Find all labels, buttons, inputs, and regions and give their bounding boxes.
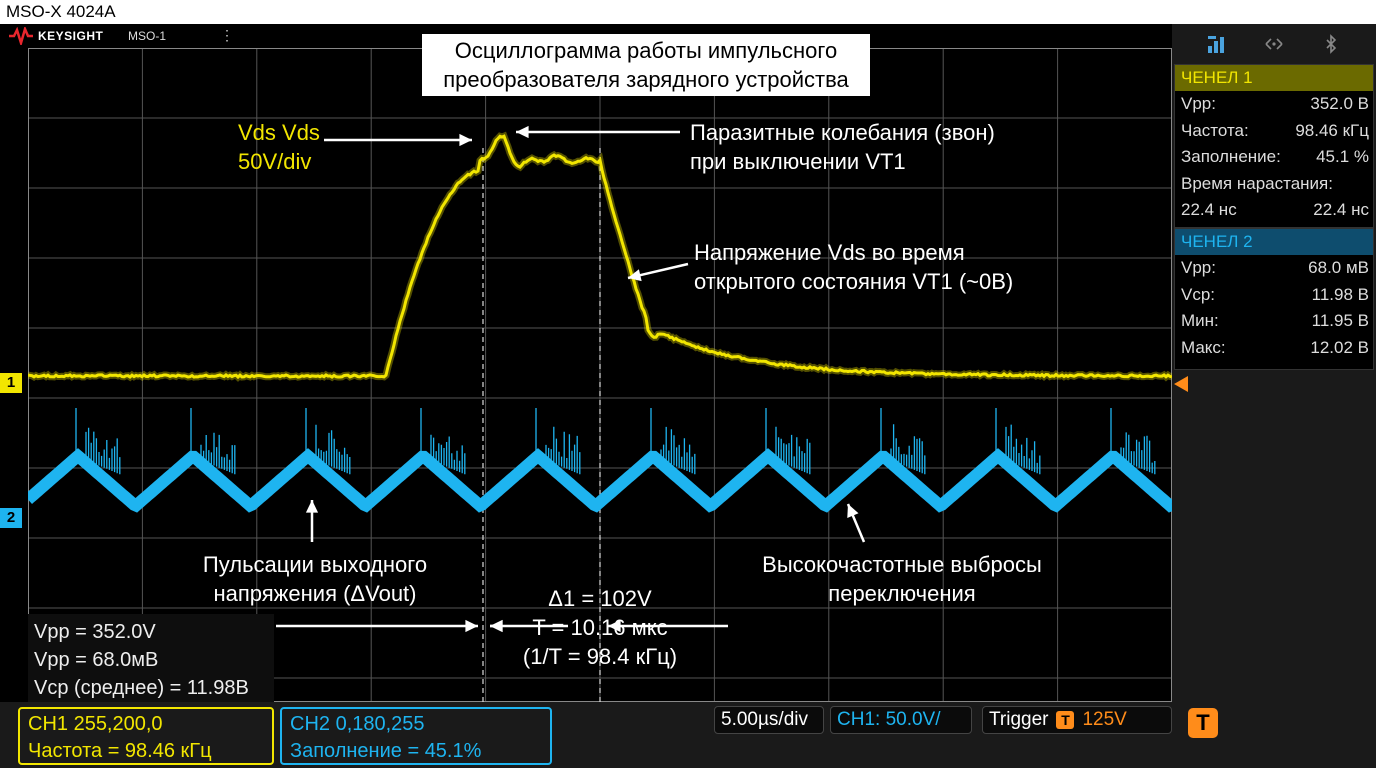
meas-vpp-ch2: Vpp = 68.0мВ: [34, 646, 268, 674]
ripple-line2: напряжения (ΔVout): [192, 579, 438, 608]
ripple-arrow-head: [306, 500, 318, 513]
row-label: Мин:: [1181, 308, 1219, 335]
scope-title-line1: Осциллограмма работы импульсного: [422, 36, 870, 65]
trigger-control[interactable]: Trigger T 125V: [982, 706, 1172, 734]
row-value: 45.1 %: [1316, 144, 1369, 171]
ch2-row: Макс: 12.02 В: [1175, 335, 1373, 362]
ch2-panel-title[interactable]: ЧЕНЕЛ 2: [1175, 229, 1373, 255]
row-label: Макс:: [1181, 335, 1226, 362]
cursor-left-arrow-head: [465, 620, 478, 632]
ch1-ground-marker[interactable]: 1: [0, 373, 22, 393]
ch1-row: Заполнение: 45.1 %: [1175, 144, 1373, 171]
row-value: 68.0 мВ: [1308, 255, 1369, 282]
ch1-info-line1: CH1 255,200,0: [28, 711, 264, 738]
measurements-icon[interactable]: [1207, 34, 1229, 54]
sidebar-icons: [1172, 24, 1376, 64]
meas-vpp-ch1: Vpp = 352.0V: [34, 618, 268, 646]
row-label: Vpp:: [1181, 255, 1216, 282]
trigger-level: 125V: [1082, 709, 1126, 730]
spikes-annotation: Высокочастотные выбросы переключения: [748, 550, 1056, 608]
ch1-row: Vpp: 352.0 В: [1175, 91, 1373, 118]
row-value: 11.98 В: [1312, 282, 1369, 309]
on-state-line2: открытого состояния VT1 (~0В): [694, 267, 1013, 296]
ch1-label-line1: Vds Vds: [238, 118, 320, 147]
cursor-frequency: (1/T = 98.4 кГц): [500, 642, 700, 671]
ch1-scale-control[interactable]: CH1: 50.0V/: [830, 706, 972, 734]
ch1-label: Vds Vds 50V/div: [238, 118, 320, 176]
scope-title: Осциллограмма работы импульсного преобра…: [422, 34, 870, 96]
row-value: 12.02 В: [1310, 335, 1369, 362]
ch1-rise-label-row: Время нарастания:: [1175, 171, 1373, 198]
ch1-label-arrow-head: [459, 134, 472, 146]
on-state-line1: Напряжение Vds во время: [694, 238, 1013, 267]
ripple-annotation: Пульсации выходного напряжения (ΔVout): [192, 550, 438, 608]
rise-value-a: 22.4 нс: [1181, 197, 1237, 224]
cursor-period: T = 10.16 мкс: [500, 613, 700, 642]
model-label: MSO-1: [128, 29, 166, 43]
cursor-readout: Δ1 = 102V T = 10.16 мкс (1/T = 98.4 кГц): [500, 584, 700, 671]
ch1-panel-title[interactable]: ЧЕНЕЛ 1: [1175, 65, 1373, 91]
ringing-annotation: Паразитные колебания (звон) при выключен…: [690, 118, 995, 176]
measurement-sidebar: ЧЕНЕЛ 1 Vpp: 352.0 В Частота: 98.46 кГц За…: [1172, 24, 1376, 768]
ch2-row: Vср: 11.98 В: [1175, 282, 1373, 309]
ch1-label-line2: 50V/div: [238, 147, 320, 176]
ch1-measure-panel: ЧЕНЕЛ 1 Vpp: 352.0 В Частота: 98.46 кГц За…: [1174, 64, 1374, 228]
scope-title-line2: преобразователя зарядного устройства: [422, 65, 870, 94]
row-value: 98.46 кГц: [1295, 118, 1369, 145]
ch1-info-box[interactable]: CH1 255,200,0 Частота = 98.46 кГц: [18, 707, 274, 765]
ringing-arrow-head: [516, 126, 529, 138]
ripple-line1: Пульсации выходного: [192, 550, 438, 579]
ch2-measure-panel: ЧЕНЕЛ 2 Vpp: 68.0 мВ Vср: 11.98 В Мин: 11.9…: [1174, 228, 1374, 370]
rise-value-b: 22.4 нс: [1313, 197, 1369, 224]
ch2-row: Vpp: 68.0 мВ: [1175, 255, 1373, 282]
window-title: MSO-X 4024A: [0, 0, 1376, 24]
bluetooth-icon[interactable]: [1320, 34, 1342, 54]
keysight-wave-icon: [8, 27, 34, 45]
ch2-info-line1: CH2 0,180,255: [290, 711, 542, 738]
trigger-label: Trigger: [989, 709, 1048, 730]
ch2-info-box[interactable]: CH2 0,180,255 Заполнение = 45.1%: [280, 707, 552, 765]
ringing-line1: Паразитные колебания (звон): [690, 118, 995, 147]
ch1-row: Частота: 98.46 кГц: [1175, 118, 1373, 145]
ch1-rise-values-row: 22.4 нс 22.4 нс: [1175, 197, 1373, 224]
meas-vavg: Vср (среднее) = 11.98В: [34, 674, 268, 702]
row-label: Заполнение:: [1181, 144, 1281, 171]
row-value: 11.95 В: [1312, 308, 1369, 335]
spikes-line2: переключения: [748, 579, 1056, 608]
trigger-level-marker[interactable]: [1174, 376, 1188, 392]
brand-name: KEYSIGHT: [38, 29, 103, 43]
ch1-info-line2: Частота = 98.46 кГц: [28, 738, 264, 765]
measurement-summary: Vpp = 352.0V Vpp = 68.0мВ Vср (среднее) …: [28, 614, 274, 702]
row-label: Время нарастания:: [1181, 171, 1333, 198]
ringing-line2: при выключении VT1: [690, 147, 995, 176]
on-state-annotation: Напряжение Vds во время открытого состоя…: [694, 238, 1013, 296]
row-label: Vср:: [1181, 282, 1215, 309]
timebase-control[interactable]: 5.00µs/div: [714, 706, 824, 734]
spikes-line1: Высокочастотные выбросы: [748, 550, 1056, 579]
keysight-logo: KEYSIGHT: [8, 27, 103, 45]
cursor-delta: Δ1 = 102V: [500, 584, 700, 613]
trigger-button[interactable]: T: [1188, 708, 1218, 738]
row-value: 352.0 В: [1310, 91, 1369, 118]
ch2-row: Мин: 11.95 В: [1175, 308, 1373, 335]
row-label: Vpp:: [1181, 91, 1216, 118]
row-label: Частота:: [1181, 118, 1249, 145]
network-icon[interactable]: [1263, 34, 1285, 54]
trigger-badge-icon: T: [1056, 711, 1074, 729]
menu-dots-icon[interactable]: ⋮: [220, 27, 234, 44]
ch2-info-line2: Заполнение = 45.1%: [290, 738, 542, 765]
ch2-ground-marker[interactable]: 2: [0, 508, 22, 528]
